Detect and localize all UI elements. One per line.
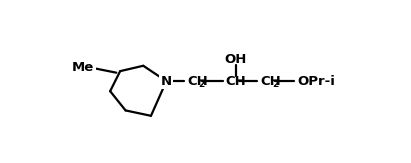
Text: Me: Me <box>72 61 95 74</box>
Text: 2: 2 <box>272 80 278 89</box>
Text: 2: 2 <box>199 80 205 89</box>
Text: CH: CH <box>226 75 247 88</box>
Text: N: N <box>161 75 172 88</box>
Text: CH: CH <box>260 75 281 88</box>
Text: OPr-i: OPr-i <box>297 75 335 88</box>
Text: CH: CH <box>187 75 208 88</box>
Text: OH: OH <box>224 53 247 66</box>
